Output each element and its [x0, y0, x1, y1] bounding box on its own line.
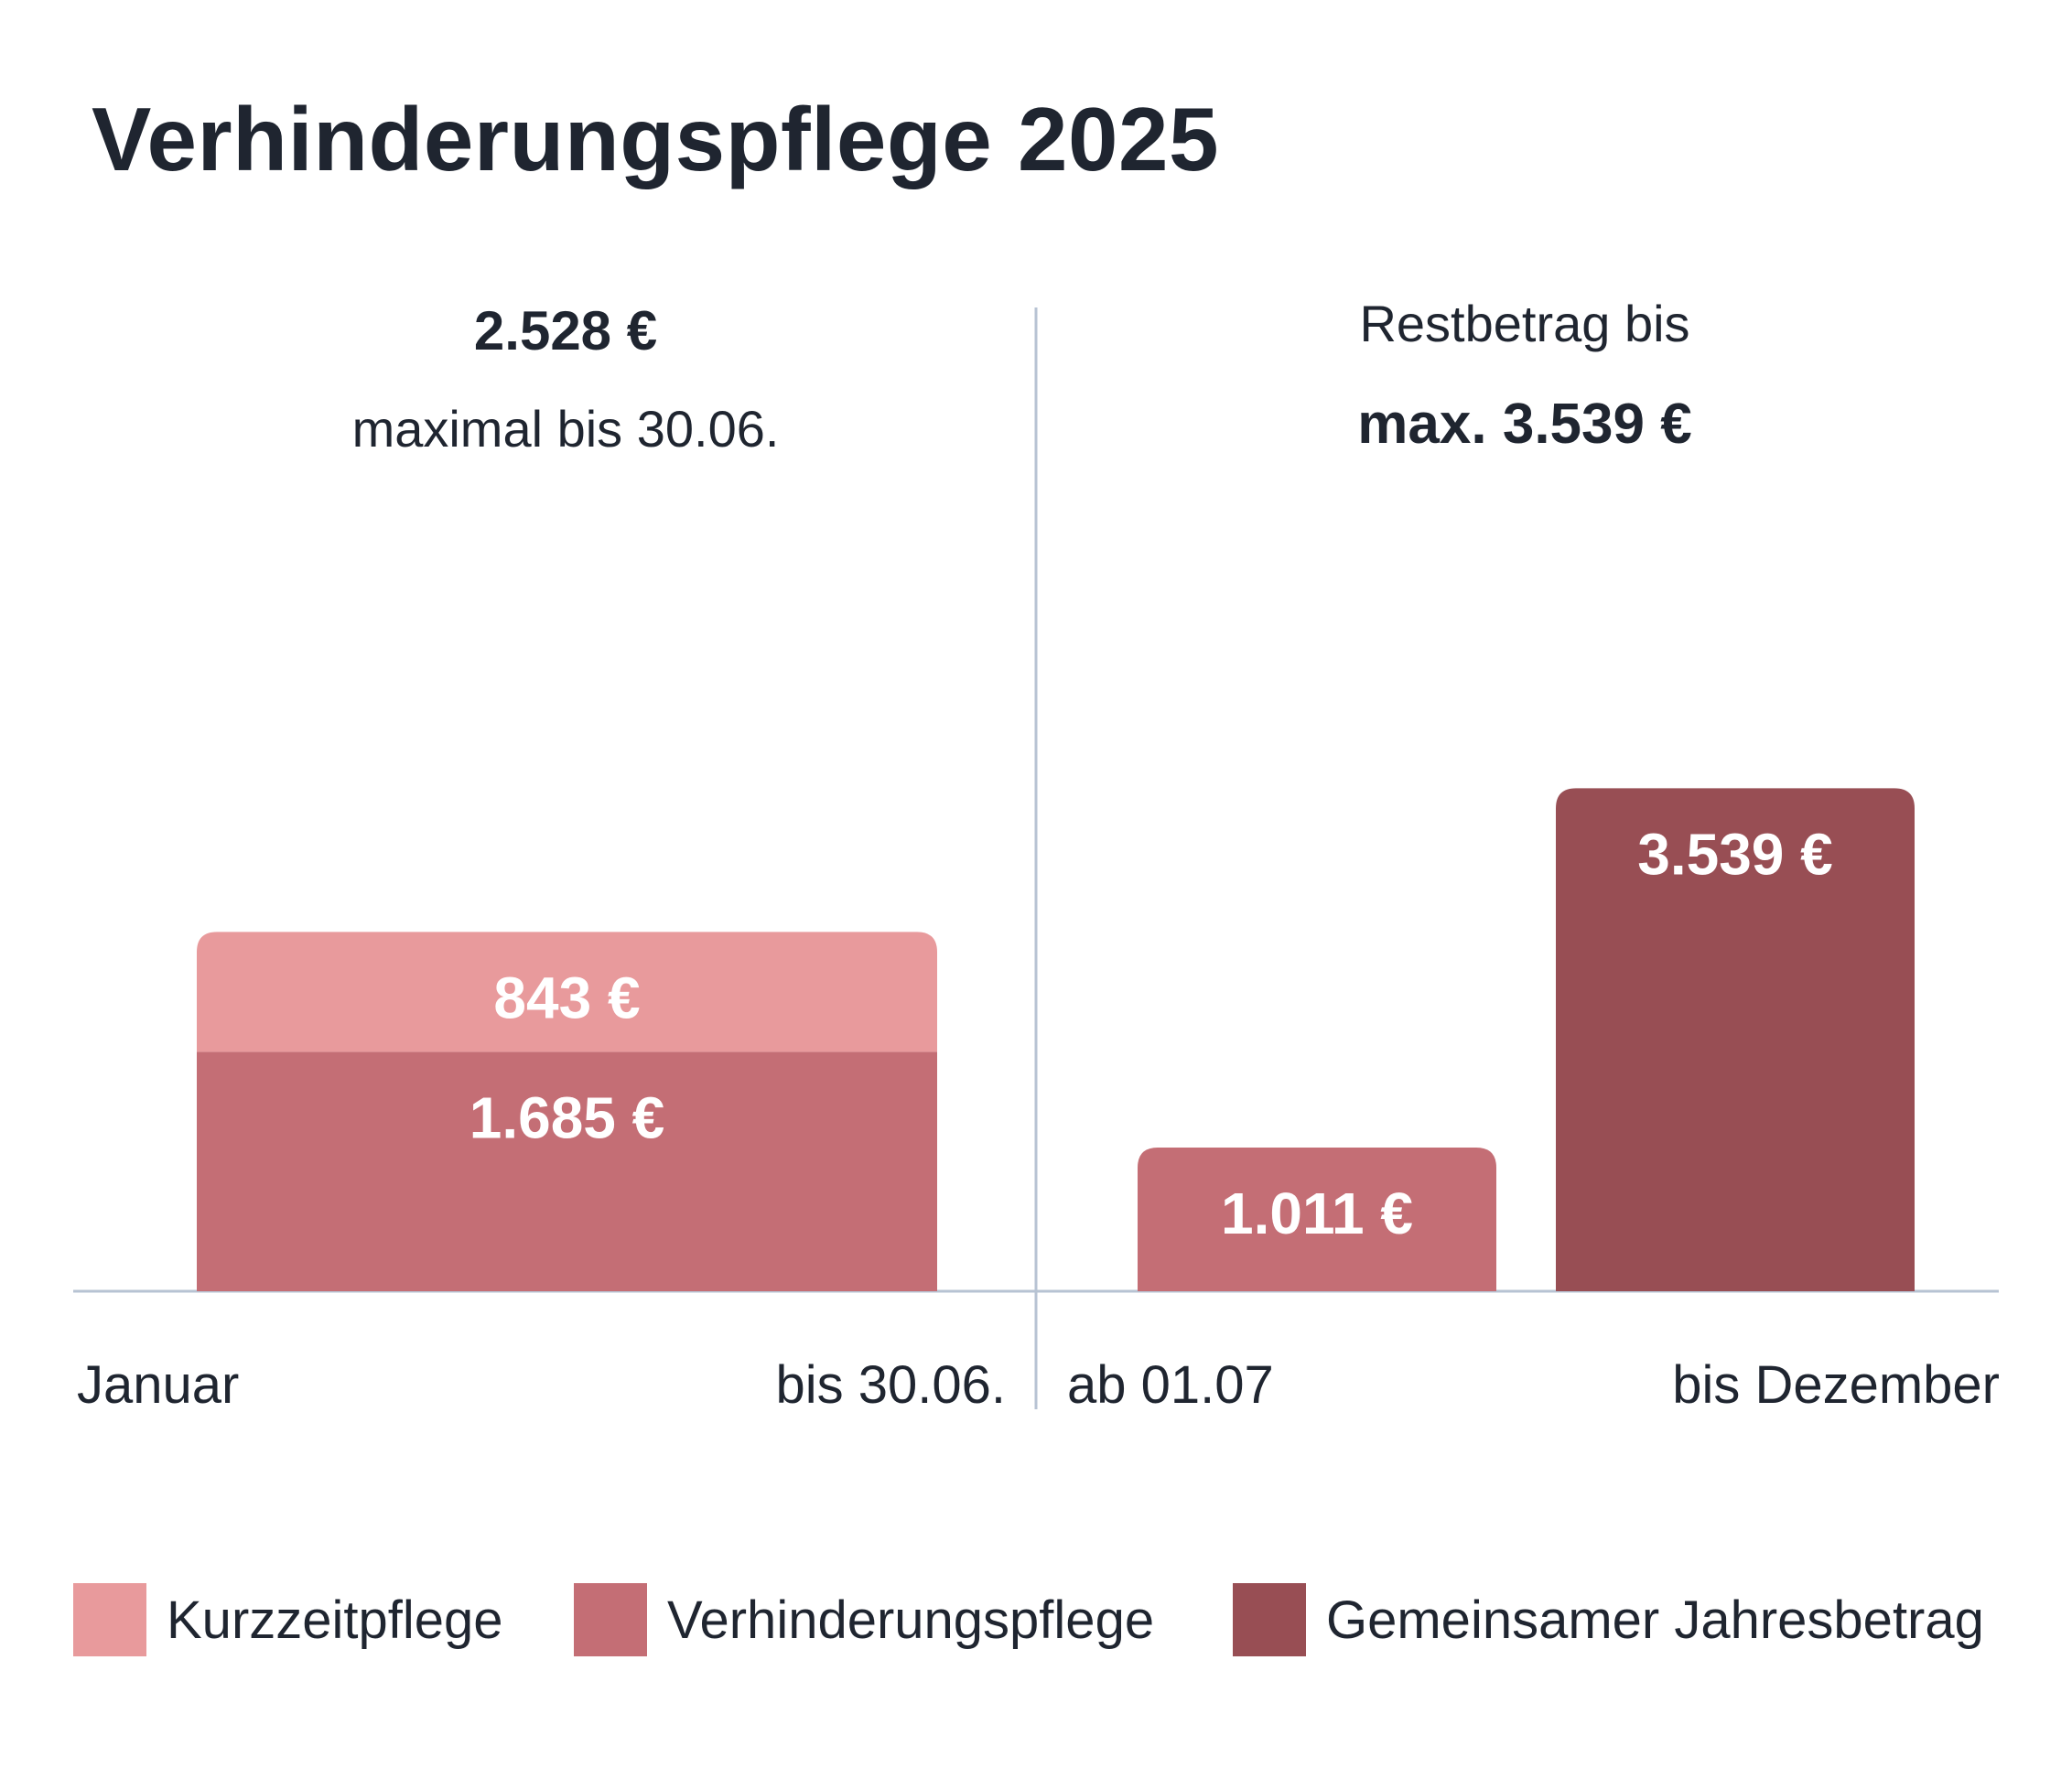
- bar-verhinderungspflege-1: [197, 1051, 937, 1291]
- legend-swatch-kurzzeitpflege: [73, 1583, 146, 1656]
- legend-label-kurzzeitpflege: Kurzzeitpflege: [167, 1590, 503, 1650]
- right-header-amount: max. 3.539 €: [1357, 393, 1691, 456]
- bar-verhinderungspflege-2: [1138, 1147, 1496, 1291]
- bar-gemeinsamer-jahresbetrag-3: [1556, 788, 1915, 1291]
- x-label-januar: Januar: [77, 1355, 239, 1415]
- legend-label-jahresbetrag: Gemeinsamer Jahresbetrag: [1326, 1590, 1984, 1650]
- chart-title: Verhinderungspflege 2025: [92, 89, 1219, 189]
- legend-item-jahresbetrag: Gemeinsamer Jahresbetrag: [1233, 1582, 1984, 1657]
- data-label-verhinderungspflege-1: 1.685 €: [469, 1084, 665, 1150]
- labels: 1.685 € 843 € 1.011 € 3.539 €: [469, 821, 1833, 1246]
- left-header-amount: 2.528 €: [474, 300, 657, 361]
- data-label-verhinderungspflege-2: 1.011 €: [1221, 1180, 1413, 1246]
- legend-swatch-verhinderungspflege: [574, 1583, 647, 1656]
- right-header-note: Restbetrag bis: [1359, 295, 1689, 352]
- legend-item-verhinderungspflege: Verhinderungspflege: [574, 1582, 1154, 1657]
- x-label-ab-0107: ab 01.07: [1067, 1355, 1274, 1415]
- legend-swatch-jahresbetrag: [1233, 1583, 1306, 1656]
- left-header-note: maximal bis 30.06.: [352, 400, 780, 458]
- bar-kurzzeitpflege-1: [197, 932, 937, 1052]
- x-label-bis-3006: bis 30.06.: [775, 1355, 1006, 1415]
- data-label-gemeinsamer-jahresbetrag-3: 3.539 €: [1637, 821, 1833, 887]
- bars: [197, 788, 1915, 1291]
- legend-item-kurzzeitpflege: Kurzzeitpflege: [73, 1582, 503, 1657]
- x-label-bis-dezember: bis Dezember: [1672, 1355, 2000, 1415]
- legend-label-verhinderungspflege: Verhinderungspflege: [667, 1590, 1155, 1650]
- data-label-kurzzeitpflege-1: 843 €: [493, 965, 640, 1030]
